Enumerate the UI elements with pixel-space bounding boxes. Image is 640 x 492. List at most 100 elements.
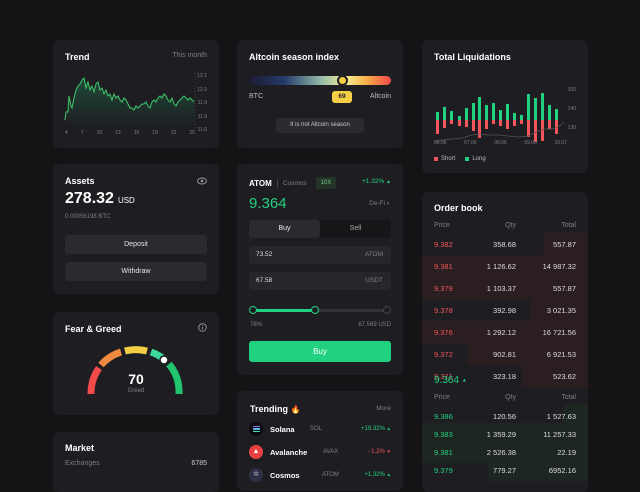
bid-row[interactable]: 9.381 2 526.38 22.19 (422, 441, 588, 463)
ask-row[interactable]: 9.382 358.68 557.87 (422, 233, 588, 255)
bid-price: 9.383 (434, 430, 453, 439)
amount-unit: ATOM (364, 251, 383, 258)
amount-input[interactable]: 73.52 ATOM (249, 246, 391, 264)
y-tick: 130 (567, 125, 576, 131)
trending-title-text: Trending (250, 404, 288, 414)
trade-header: ATOM Cosmos 10X (249, 177, 337, 189)
slider-start-knob[interactable] (249, 306, 257, 314)
bid-total: 6952.16 (548, 466, 576, 475)
ask-row[interactable]: 9.372 902.81 6 921.53 (422, 343, 588, 365)
fear-greed-label: Greed (127, 388, 145, 394)
liquidations-card: Total Liquidations 150 140 130 06.06 07.… (422, 40, 588, 173)
ask-qty: 902.81 (493, 350, 516, 359)
liquidations-title: Total Liquidations (434, 52, 511, 62)
arrow-up-icon: ▲ (461, 377, 467, 384)
buy-button[interactable]: Buy (249, 341, 391, 362)
assets-title: Assets (65, 176, 95, 186)
tab-sell[interactable]: Sell (349, 225, 362, 232)
total-unit: USDT (365, 277, 383, 284)
coin-name: Avalanche (270, 448, 308, 457)
ask-row[interactable]: 9.378 392.98 3 021.35 (422, 299, 588, 321)
bid-total: 1 527.63 (546, 412, 576, 421)
assets-currency: USD (117, 196, 135, 205)
mid-price: 9.364 ▲ (434, 375, 467, 386)
trade-category: De-Fi (369, 200, 386, 207)
ask-total: 16 721.56 (542, 328, 576, 337)
ask-total: 6 921.53 (546, 350, 576, 359)
liquidations-y-axis: 150 140 130 (568, 81, 576, 138)
ask-row[interactable]: 9.371 323.18 523.62 (422, 365, 588, 387)
leverage-badge[interactable]: 10X (315, 177, 337, 189)
altcoin-right-label: Altcoin (369, 93, 391, 100)
slider-end-knob[interactable] (383, 306, 391, 314)
ask-row[interactable]: 9.379 1 103.37 557.87 (422, 277, 588, 299)
amount-value: 73.52 (256, 251, 273, 258)
slider-knob[interactable] (311, 306, 319, 314)
coin-change-value: +1.32% (364, 472, 385, 478)
trend-period[interactable]: This month (172, 52, 207, 59)
x-tick: 19 (152, 130, 158, 136)
slider-total: 67.589 USD (358, 322, 391, 328)
coin-change: +1.32% ▲ (364, 472, 391, 478)
col-total: Total (561, 394, 576, 401)
long-swatch (465, 157, 470, 161)
fear-greed-title: Fear & Greed (65, 324, 122, 334)
legend-short: Short (434, 156, 455, 162)
ask-price: 9.379 (434, 284, 453, 293)
chevron-right-icon: › (386, 200, 389, 207)
coin-name: Cosmos (270, 471, 300, 480)
coin-change-value: +19.32% (361, 426, 385, 432)
trending-item-avalanche[interactable]: ▲ Avalanche AVAX - 1.2% ▼ (249, 445, 391, 461)
bid-total: 22.19 (557, 448, 576, 457)
altcoin-title: Altcoin season index (249, 52, 340, 62)
trade-symbol: ATOM (249, 178, 272, 188)
ask-total: 14 987.32 (542, 262, 576, 271)
eye-icon[interactable] (197, 177, 207, 185)
trend-chart (64, 70, 196, 128)
assets-amount-row: 278.32 USD (65, 190, 135, 208)
coin-change: - 1.2% ▼ (368, 449, 391, 455)
y-tick: 140 (567, 106, 576, 112)
total-value: 67.58 (256, 277, 273, 284)
trending-item-cosmos[interactable]: ✲ Cosmos ATOM +1.32% ▲ (249, 468, 391, 484)
trade-change: +1.32% ▲ (362, 178, 391, 185)
ask-row[interactable]: 9.376 1 292.12 16 721.56 (422, 321, 588, 343)
x-tick: 13 (115, 130, 121, 136)
amount-slider[interactable] (249, 306, 391, 314)
liquidations-legend: Short Long (434, 156, 486, 162)
altcoin-slider-knob[interactable] (337, 75, 348, 86)
total-input[interactable]: 67.58 USDT (249, 272, 391, 290)
ask-qty: 1 292.12 (486, 328, 516, 337)
bid-price: 9.379 (434, 466, 453, 475)
bid-total: 11 257.33 (543, 430, 576, 439)
info-icon[interactable] (198, 323, 207, 332)
col-qty: Qty (505, 394, 516, 401)
coin-symbol: AVAX (323, 449, 339, 455)
orderbook-header: Price Qty Total (434, 222, 576, 232)
tab-buy[interactable]: Buy (249, 220, 320, 238)
deposit-button[interactable]: Deposit (65, 235, 207, 254)
trade-card: ATOM Cosmos 10X +1.32% ▲ 9.364 De-Fi › B… (237, 164, 403, 375)
trade-category-link[interactable]: De-Fi › (369, 200, 389, 207)
liquidations-bars (433, 93, 565, 143)
legend-short-label: Short (441, 156, 456, 162)
altcoin-card: Altcoin season index BTC Altcoin 69 It i… (237, 40, 403, 148)
bid-row[interactable]: 9.383 1 359.29 11 257.33 (422, 423, 588, 445)
cosmos-icon: ✲ (249, 468, 263, 482)
trade-name: Cosmos (282, 179, 307, 187)
orderbook-card: Order book Price Qty Total 9.382 358.68 55… (422, 192, 588, 492)
slider-percent: 78% (250, 322, 263, 328)
withdraw-button[interactable]: Withdraw (65, 262, 207, 281)
x-tick: 07.06 (464, 140, 477, 146)
trending-more-link[interactable]: More (376, 405, 391, 412)
ask-row[interactable]: 9.381 1 126.62 14 987.32 (422, 255, 588, 277)
bid-row[interactable]: 9.379 779.27 6952.16 (422, 459, 588, 481)
ask-price: 9.381 (434, 262, 453, 271)
bid-row[interactable]: 9.386 120.56 1 527.63 (422, 405, 588, 427)
altcoin-value-badge: 69 (332, 91, 352, 103)
bids-header: Price Qty Total (434, 394, 576, 404)
ask-total: 557.87 (553, 284, 576, 293)
trending-item-solana[interactable]: Solana SOL +19.32% ▲ (249, 422, 391, 438)
ask-qty: 1 103.37 (486, 284, 516, 293)
fire-icon: 🔥 (290, 405, 301, 414)
